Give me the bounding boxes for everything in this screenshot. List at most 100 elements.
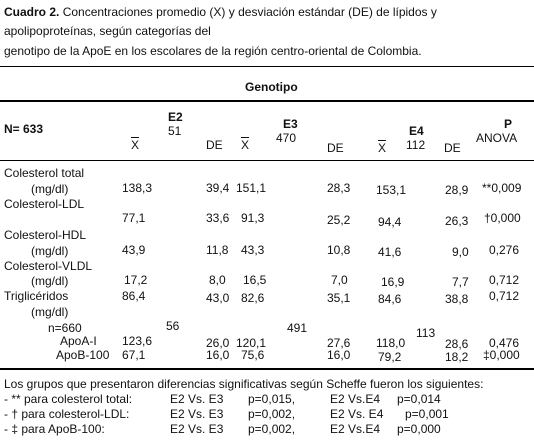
group-header: Genotipo: [245, 80, 298, 94]
row-label: Colesterol-VLDL: [4, 259, 93, 273]
e4-de: 7,7: [452, 275, 469, 289]
caption-label: Cuadro 2.: [4, 5, 60, 19]
e2-mean-header: X: [131, 138, 140, 152]
e4-mean: 118,0: [376, 336, 406, 350]
e2-mean: 67,1: [122, 348, 146, 362]
header-rule: [0, 100, 534, 102]
e2-mean: 77,1: [122, 211, 146, 225]
p-value-1: p=0,015,: [248, 392, 296, 406]
e3-de: 35,1: [327, 291, 351, 305]
e4-de: 38,8: [445, 292, 469, 306]
e2-de: 11,8: [206, 243, 229, 257]
e3-de: 7,0: [331, 273, 348, 287]
top-rule: [0, 66, 534, 67]
p-value: †0,000: [484, 211, 521, 225]
footnote-intro: Los grupos que presentaron diferencias s…: [4, 377, 484, 391]
row-label: ApoB-100: [56, 348, 110, 362]
anova-label: ANOVA: [476, 131, 518, 145]
row-unit: (mg/dl): [31, 182, 69, 196]
comparison-2: E2 Vs. E4: [330, 407, 384, 421]
e2-mean: 123,6: [122, 334, 153, 348]
e4-de: 26,3: [445, 214, 469, 228]
e3-mean: 151,1: [236, 181, 267, 195]
e4-n: 112: [406, 138, 426, 152]
e3-de: 25,2: [327, 213, 351, 227]
p-label: P: [504, 117, 513, 131]
e3-mean-header: X: [241, 138, 250, 152]
comparison-2: E2 Vs.E4: [330, 392, 381, 406]
e3-de: 16,0: [327, 348, 351, 362]
row-label: Colesterol total: [4, 166, 85, 180]
e3-de: 10,8: [327, 243, 351, 257]
e3-mean: 75,6: [241, 348, 265, 362]
p-value: 0,712: [489, 273, 520, 287]
e4-de: 9,0: [452, 245, 469, 259]
comparison-1: E2 Vs. E3: [170, 392, 224, 406]
e2-de: 33,6: [206, 211, 230, 225]
p-value: **0,009: [482, 181, 522, 195]
bottom-rule: [0, 368, 534, 370]
comparison-2: E2 Vs.E4: [330, 422, 381, 436]
caption-line-3: genotipo de la ApoE en los escolares de …: [4, 44, 422, 58]
e3-mean: 16,5: [243, 273, 267, 287]
caption-line-1: Cuadro 2. Concentraciones promedio (X) y…: [4, 5, 437, 19]
p-value-2: p=0,014: [397, 392, 441, 406]
row-label: n=660: [48, 321, 82, 335]
e2-name: E2: [168, 110, 183, 124]
body-rule: [0, 160, 534, 161]
comparison-1: E2 Vs. E3: [170, 407, 224, 421]
e4-name: E4: [409, 124, 424, 138]
e2-mean: 86,4: [122, 289, 146, 303]
p-value-1: p=0,002,: [248, 407, 296, 421]
e3-mean: 43,3: [241, 243, 265, 257]
n-total: N= 633: [4, 122, 44, 136]
e2-n: 56: [166, 319, 180, 333]
caption-line-2: apolipoproteínas, según categorías del: [4, 24, 211, 38]
footnote-mark: - ‡ para ApoB-100:: [4, 422, 105, 436]
row-label: Triglicéridos: [4, 289, 69, 303]
comparison-1: E2 Vs. E3: [170, 422, 224, 436]
e3-mean: 82,6: [241, 291, 265, 305]
e4-mean: 94,4: [378, 215, 402, 229]
row-label: Colesterol-LDL: [4, 197, 85, 211]
e4-mean: 16,9: [381, 275, 405, 289]
e2-n: 51: [168, 124, 182, 138]
e4-de: 28,9: [445, 183, 469, 197]
e4-de: 18,2: [445, 350, 469, 364]
e3-de: 27,6: [327, 336, 351, 350]
row-unit: (mg/dl): [31, 305, 69, 319]
e4-mean: 153,1: [376, 183, 407, 197]
p-value-1: p=0,002,: [248, 422, 296, 436]
p-value: 0,712: [489, 289, 520, 303]
e2-de: 16,0: [206, 348, 230, 362]
row-label: Colesterol-HDL: [4, 228, 87, 242]
p-value-2: p=0,001: [405, 407, 449, 421]
e3-mean: 91,3: [241, 211, 265, 225]
e4-n: 113: [416, 326, 436, 340]
e2-mean: 138,3: [122, 181, 153, 195]
row-unit: (mg/dl): [31, 274, 69, 288]
e3-name: E3: [283, 117, 298, 131]
p-value: 0,276: [489, 243, 520, 257]
e3-n: 470: [276, 131, 297, 145]
e2-de: 39,4: [206, 181, 230, 195]
caption-text-1: Concentraciones promedio (X) y desviació…: [62, 5, 437, 19]
e2-de: 8,0: [209, 273, 226, 287]
e4-de-header: DE: [444, 141, 461, 155]
footnote-mark: - ** para colesterol total:: [4, 392, 133, 406]
row-label: ApoA-I: [60, 334, 97, 348]
footnote-mark: - † para colesterol-LDL:: [4, 407, 130, 421]
e3-mean: 120,1: [236, 336, 267, 350]
e2-de: 26,0: [206, 336, 230, 350]
e4-mean: 41,6: [378, 245, 402, 259]
e2-de-header: DE: [206, 138, 223, 152]
p-value: 0,476: [489, 336, 520, 350]
e3-n: 491: [287, 321, 308, 335]
p-value: ‡0,000: [483, 348, 520, 362]
e2-mean: 17,2: [124, 273, 148, 287]
e3-de: 28,3: [327, 181, 351, 195]
e2-mean: 43,9: [122, 243, 146, 257]
p-value-2: p=0,000: [397, 422, 441, 436]
e2-de: 43,0: [206, 291, 230, 305]
e3-de-header: DE: [327, 141, 344, 155]
